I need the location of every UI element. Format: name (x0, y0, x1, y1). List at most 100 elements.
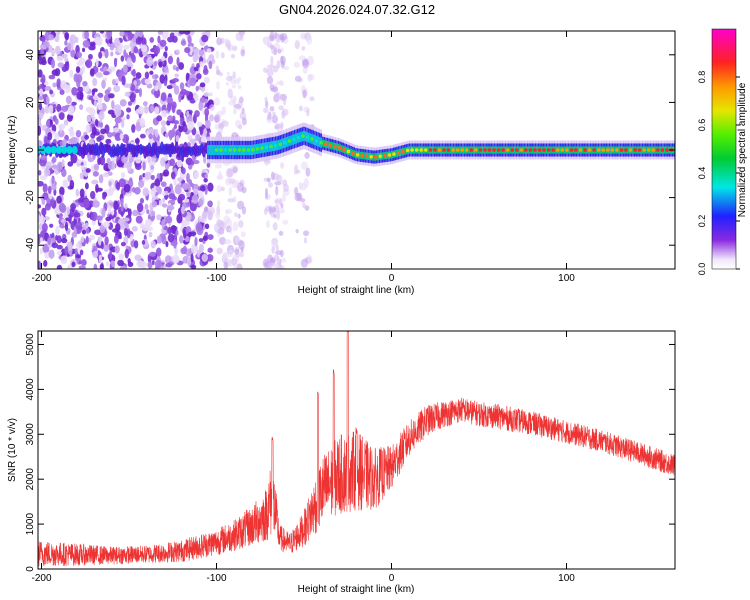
spectrogram-y-tick-label: -40 (25, 238, 36, 253)
spectrogram-band-peak (515, 148, 519, 152)
spectrogram-band-cell (586, 146, 589, 154)
spectrogram-noise-blob (70, 49, 76, 58)
spectrogram-noise-blob (123, 228, 128, 237)
spectrogram-noise-blob (183, 229, 187, 240)
colorbar-tick-label: 0.2 (697, 215, 707, 228)
spectrogram-noise-blob (302, 230, 310, 237)
spectrogram-noise-blob (40, 78, 45, 83)
spectrogram-band-cell (367, 152, 370, 160)
spectrogram-y-tick-label: 0 (25, 147, 36, 153)
spectrogram-noise-blob (228, 186, 233, 197)
spectrogram-noise-blob (184, 235, 190, 243)
spectrogram-noise-blob (181, 167, 186, 175)
spectrogram-noise-blob (173, 85, 180, 95)
spectrogram-noise-blob (115, 223, 121, 232)
spectrogram-noise-blob (207, 254, 211, 261)
spectrogram-noise-blob (104, 48, 109, 59)
spectrogram-noise-blob (266, 113, 271, 121)
spectrogram-noise-blob (224, 239, 232, 245)
spectrogram-band-peak (619, 148, 624, 152)
spectrogram-band-cell (218, 145, 220, 155)
spectrogram-band-cell (622, 146, 625, 154)
spectrogram-band-cell (500, 146, 502, 154)
spectrogram-noise-blob (131, 124, 136, 133)
spectrogram-band-peak (505, 148, 510, 152)
spectrogram-noise-blob (80, 236, 85, 243)
spectrogram-noise-blob (138, 87, 143, 98)
spectrogram-noise-blob (202, 68, 209, 76)
spectrogram-noise-blob (156, 214, 162, 221)
spectrogram-band-cell (336, 143, 338, 151)
spectrogram-noise-blob (274, 238, 278, 248)
spectrogram-noise-blob (280, 249, 284, 258)
spectrogram-band-peak (446, 148, 451, 152)
spectrogram-noise-blob (79, 249, 84, 256)
spectrogram-band-cell (386, 151, 389, 159)
snr-series-line (38, 331, 675, 567)
spectrogram-noise-blob (64, 57, 69, 62)
spectrogram-noise-blob (225, 208, 233, 214)
spectrogram-noise-blob (56, 161, 64, 171)
snr-y-ticks: 0 1000 2000 3000 4000 5000 (25, 333, 675, 572)
spectrogram-noise-blob (160, 157, 166, 167)
spectrogram-noise-blob (199, 185, 206, 192)
spectrogram-noise-blob (56, 264, 63, 269)
spectrogram-noise-blob (206, 162, 211, 168)
spectrogram-band-cell (504, 146, 507, 154)
spectrogram-noise-blob (126, 114, 130, 120)
spectrogram-noise-blob (148, 133, 154, 140)
spectrogram-band-cell (632, 146, 634, 154)
spectrogram-x-tick-label: -200 (31, 273, 51, 284)
spectrogram-noise-blob (303, 237, 307, 244)
spectrogram-noise-blob (127, 31, 133, 41)
spectrogram-noise-blob (112, 127, 120, 133)
spectrogram-band-peak (342, 147, 346, 152)
spectrogram-band-cell (427, 146, 430, 154)
spectrogram-noise-blob (99, 31, 105, 34)
spectrogram-band-peak (433, 148, 437, 152)
spectrogram-noise-blob (84, 134, 90, 140)
spectrogram-noise-blob (159, 39, 167, 47)
spectrogram-noise-blob (44, 85, 52, 91)
spectrogram-band-peak (360, 153, 364, 158)
spectrogram-noise-blob (278, 208, 285, 214)
spectrogram-noise-blob (45, 96, 50, 105)
spectrogram-noise-blob (92, 170, 99, 177)
spectrogram-noise-blob (150, 240, 156, 249)
spectrogram-noise-blob (150, 165, 155, 170)
spectrogram-band-peak (310, 137, 314, 141)
spectrogram-noise-blob (149, 36, 155, 43)
spectrogram-noise-blob (223, 215, 231, 224)
spectrogram-noise-blob (107, 162, 113, 170)
spectrogram-noise-blob (223, 38, 228, 45)
spectrogram-noise-blob (51, 49, 56, 56)
spectrogram-noise-blob (232, 71, 236, 79)
spectrogram-noise-blob (88, 237, 92, 243)
spectrogram-noise-blob (238, 240, 245, 250)
spectrogram-noise-blob (167, 226, 172, 235)
spectrogram-noise-blob (60, 238, 68, 244)
spectrogram-noise-blob (225, 81, 230, 86)
spectrogram-noise-blob (192, 159, 200, 165)
spectrogram-noise-blob (42, 183, 48, 194)
spectrogram-noise-blob (270, 55, 274, 66)
spectrogram-noise-blob (91, 126, 97, 136)
spectrogram-band-cell (596, 146, 598, 154)
spectrogram-noise-blob (275, 185, 279, 196)
spectrogram-noise-blob (71, 261, 76, 268)
spectrogram-noise-blob (130, 84, 136, 92)
spectrogram-noise-blob (144, 203, 149, 210)
spectrogram-noise-blob (43, 260, 48, 267)
spectrogram-band-peak (437, 148, 442, 152)
spectrogram-band-peak (483, 148, 487, 152)
spectrogram-noise-blob (202, 210, 208, 220)
spectrogram-noise-blob (141, 260, 147, 269)
spectrogram-noise-blob (207, 247, 213, 253)
spectrogram-band-cell (572, 146, 574, 154)
spectrogram-noise-blob (39, 175, 47, 181)
spectrogram-band-cell (509, 146, 511, 154)
spectrogram-noise-blob (73, 226, 77, 236)
spectrogram-noise-blob (64, 61, 70, 72)
spectrogram-band-peak (628, 148, 633, 152)
spectrogram-noise-blob (280, 163, 284, 170)
